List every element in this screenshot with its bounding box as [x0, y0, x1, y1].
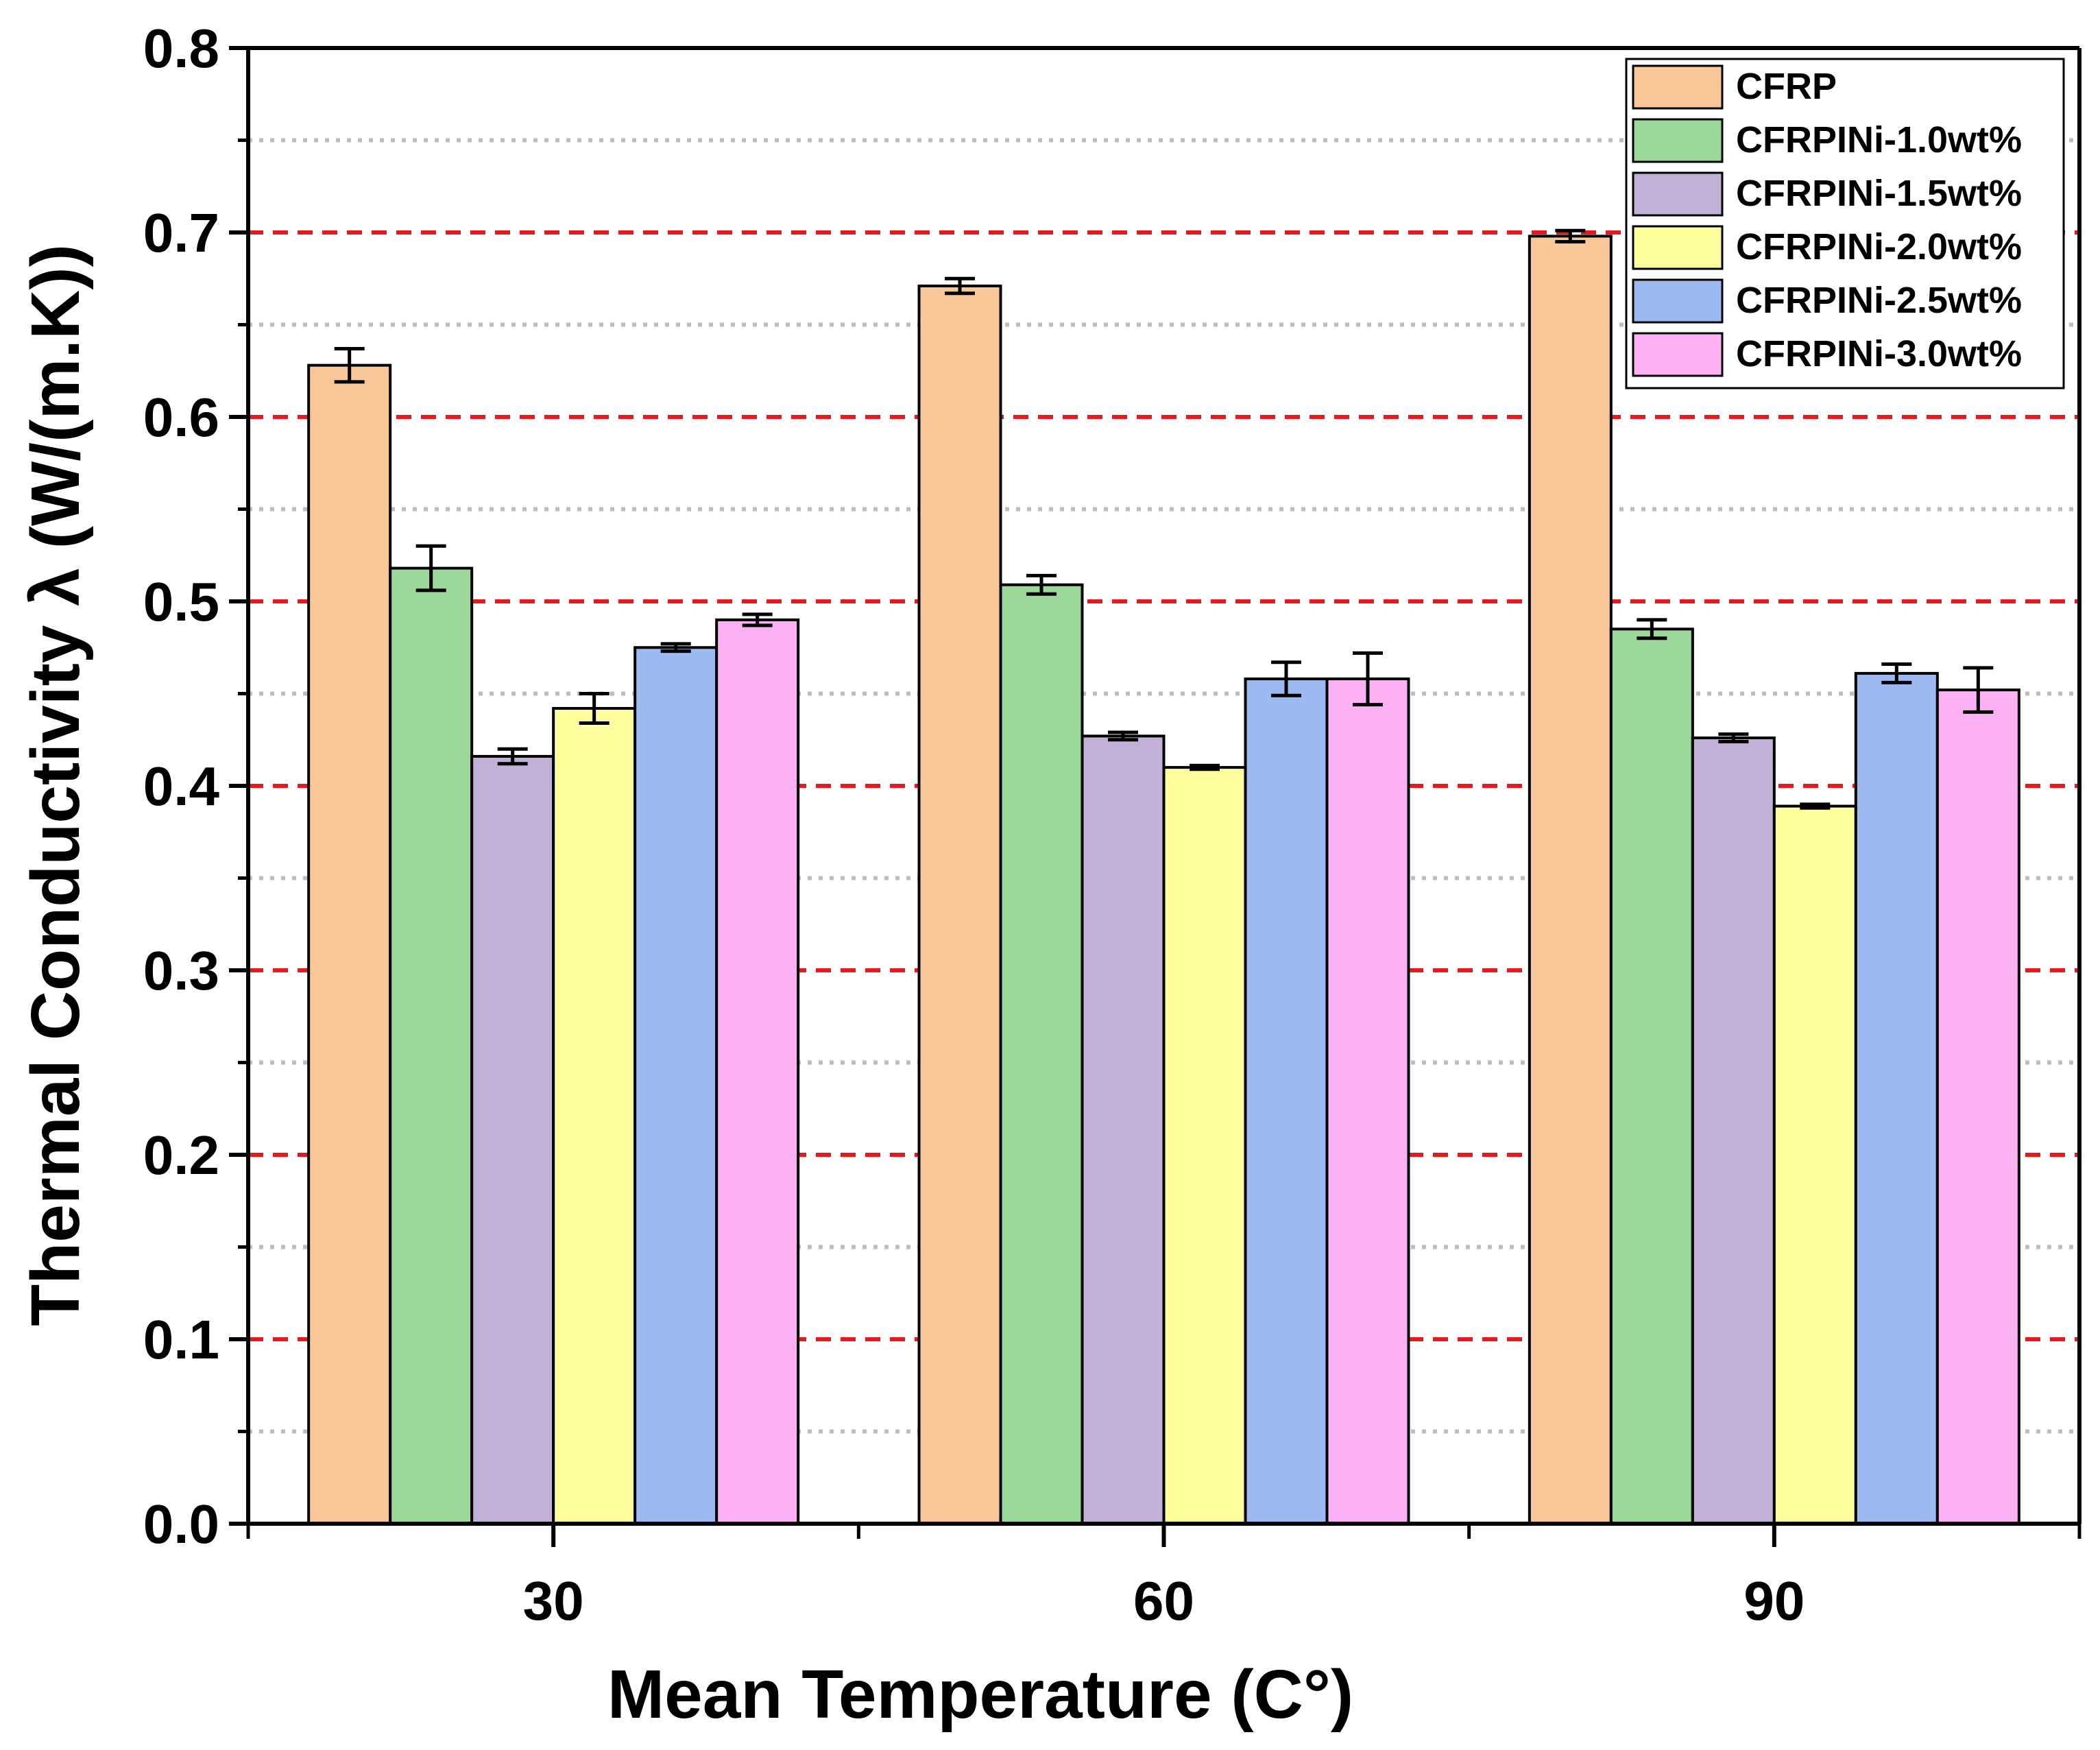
- bar: [470, 754, 555, 1525]
- axes: 0.0 0.1 0.2 0.3 0.4 0.5 0.6 0.7 0.8 30 60 90: [143, 18, 2081, 1631]
- legend-label: CFRPINi-1.0wt%: [1736, 119, 2022, 160]
- legend-label: CFRPINi-2.5wt%: [1736, 280, 2022, 321]
- bar: [917, 285, 1002, 1525]
- bar: [1244, 677, 1329, 1525]
- legend-label: CFRPINi-3.0wt%: [1736, 333, 2022, 374]
- legend-swatch: [1632, 64, 1724, 110]
- y-tick-label: 0.2: [143, 1125, 219, 1186]
- bar: [1772, 804, 1857, 1525]
- legend: CFRP CFRPINi-1.0wt% CFRPINi-1.5wt% CFRPINi-…: [1625, 58, 2065, 389]
- y-tick-label: 0.6: [143, 387, 219, 448]
- bar: [1854, 671, 1939, 1525]
- x-axis-title: Mean Temperature (C°): [607, 1656, 1353, 1733]
- bar: [307, 363, 392, 1525]
- legend-swatch: [1632, 171, 1724, 217]
- x-tick-label: 30: [523, 1570, 584, 1631]
- y-tick-label: 0.4: [143, 756, 220, 817]
- bar: [1325, 677, 1410, 1525]
- bar: [1081, 734, 1166, 1525]
- y-tick-label: 0.0: [143, 1494, 219, 1555]
- bar: [1528, 235, 1613, 1525]
- bar: [1935, 688, 2020, 1525]
- bar: [552, 707, 637, 1525]
- y-tick-label: 0.8: [143, 18, 219, 79]
- y-axis-title: Thermal Conductivity λ (W/(m.K)): [17, 244, 94, 1326]
- y-tick-label: 0.1: [143, 1309, 219, 1370]
- legend-label: CFRP: [1736, 66, 1837, 107]
- x-tick-label: 90: [1743, 1570, 1805, 1631]
- bar: [633, 646, 719, 1525]
- bar: [389, 566, 474, 1526]
- bar: [1609, 627, 1694, 1525]
- error-bars: [334, 228, 1994, 810]
- y-tick-label: 0.3: [143, 940, 219, 1001]
- legend-swatch: [1632, 225, 1724, 270]
- legend-swatch: [1632, 118, 1724, 163]
- legend-swatch: [1632, 332, 1724, 377]
- bar: [1162, 766, 1247, 1525]
- y-tick-label: 0.7: [143, 202, 219, 263]
- bar: [715, 618, 800, 1525]
- legend-label: CFRPINi-2.0wt%: [1736, 226, 2022, 267]
- bar: [999, 583, 1084, 1525]
- bar: [1691, 736, 1776, 1525]
- legend-label: CFRPINi-1.5wt%: [1736, 173, 2022, 214]
- y-tick-label: 0.5: [143, 571, 219, 632]
- x-tick-label: 60: [1133, 1570, 1194, 1631]
- legend-swatch: [1632, 278, 1724, 324]
